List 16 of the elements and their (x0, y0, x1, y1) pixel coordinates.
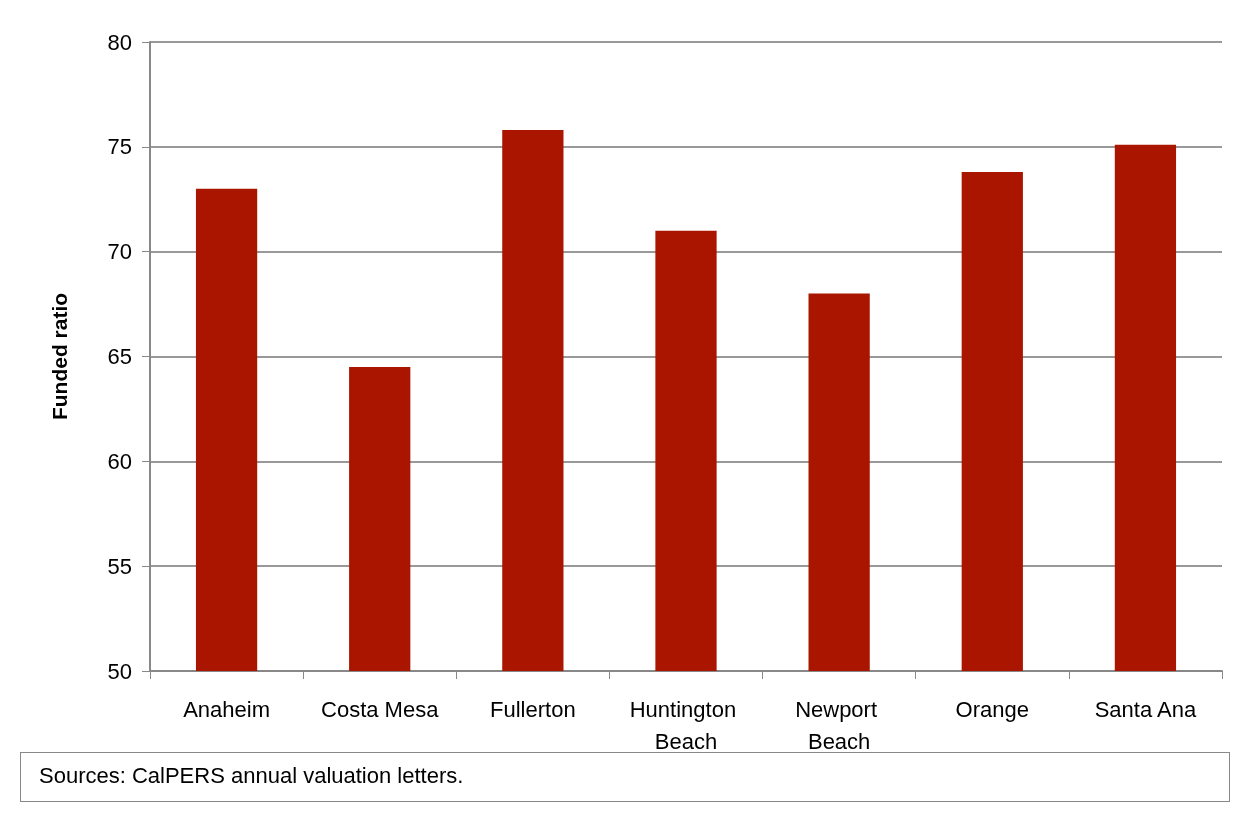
y-tick-label: 70 (107, 239, 132, 265)
y-tick-label: 80 (107, 29, 132, 55)
y-tick-label: 55 (107, 553, 132, 579)
x-tick-label: Orange (955, 696, 1029, 722)
x-tick-label: Huntington Beach (629, 696, 743, 754)
x-tick-label: Anaheim (183, 696, 270, 722)
x-tick-label: Fullerton (490, 696, 576, 722)
x-tick-label: Costa Mesa (321, 696, 440, 722)
y-tick-label: 75 (107, 134, 132, 160)
y-tick-label: 65 (107, 344, 132, 369)
x-tick-label: Santa Ana (1094, 696, 1197, 722)
source-note: Sources: CalPERS annual valuation letters. (39, 763, 465, 789)
y-tick-label: 50 (107, 658, 132, 684)
y-axis-title: Funded ratio (48, 292, 71, 421)
x-tick-label: Newport Beach (795, 696, 884, 754)
y-tick-label: 60 (107, 448, 132, 474)
